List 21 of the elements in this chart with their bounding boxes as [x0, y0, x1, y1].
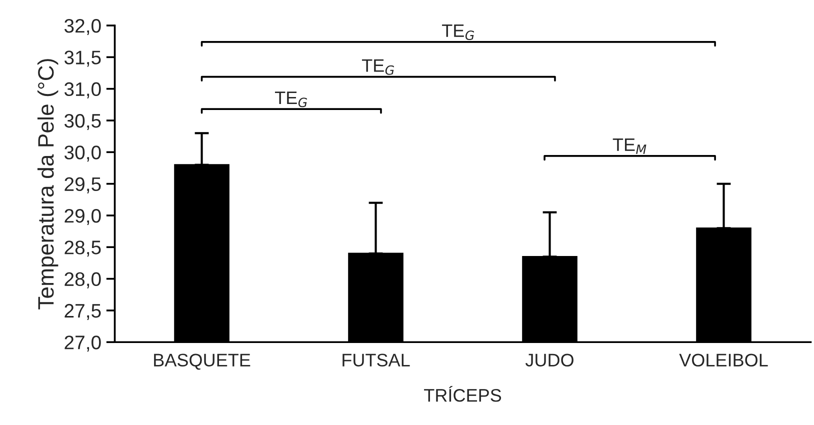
annotation: TE$_{G}$	[274, 92, 307, 108]
x-tick-label: JUDO	[525, 354, 574, 366]
x-tick-label: VOLEIBOL	[679, 354, 768, 366]
y-tick-label: 27,0	[64, 336, 101, 352]
x-tick-label: FUTSAL	[342, 354, 410, 366]
y-tick-label: 30,0	[64, 146, 101, 162]
annotation: TE$_{G}$	[362, 59, 394, 75]
x-tick-label: BASQUETE	[154, 354, 250, 370]
y-tick-label: 28,5	[64, 240, 101, 257]
y-tick-label: 27,5	[64, 304, 101, 320]
annotation: TE$_{G}$	[442, 24, 474, 40]
y-tick-label: 29,0	[64, 208, 101, 226]
y-tick-label: 31,5	[64, 50, 101, 67]
y-tick-label: 29,5	[64, 177, 101, 194]
y-tick-label: 30,5	[64, 114, 101, 130]
annotation: TE$_{M}$	[612, 138, 646, 154]
y-axis-title: Temperatura da Pele (°C)	[37, 59, 58, 310]
y-tick-label: 31,0	[64, 82, 101, 98]
x-axis-title: TRÍCEPS	[424, 386, 502, 402]
y-tick-label: 28,0	[64, 272, 101, 288]
y-tick-label: 32,0	[64, 18, 101, 36]
